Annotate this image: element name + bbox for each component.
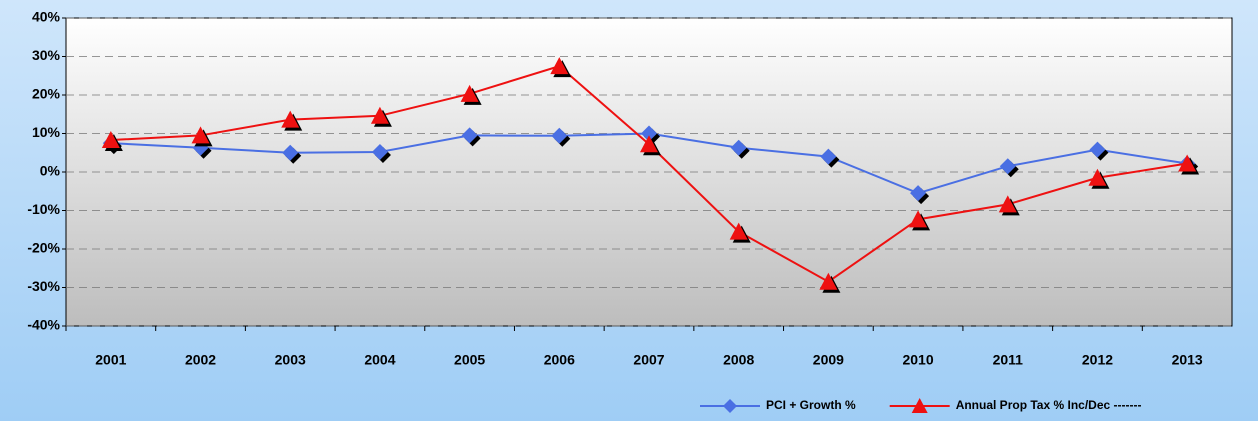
- marker: [191, 126, 210, 144]
- x-tick-label: 2009: [813, 352, 844, 368]
- marker: [460, 84, 479, 102]
- legend-label: PCI + Growth %: [766, 398, 856, 412]
- data-point: [461, 127, 481, 147]
- y-tick-label: 0%: [40, 163, 61, 179]
- data-point: [460, 84, 482, 105]
- marker: [551, 127, 568, 144]
- data-point: [101, 131, 123, 152]
- data-point: [1178, 154, 1200, 175]
- x-tick-label: 2007: [633, 352, 664, 368]
- data-point: [1089, 141, 1109, 161]
- data-point: [371, 143, 391, 163]
- data-point: [282, 144, 302, 164]
- data-point: [1088, 168, 1110, 189]
- x-tick-label: 2012: [1082, 352, 1113, 368]
- y-tick-label: 20%: [32, 86, 61, 102]
- data-point: [998, 195, 1020, 216]
- x-tick-label: 2006: [544, 352, 575, 368]
- x-tick-label: 2001: [95, 352, 126, 368]
- marker: [1088, 168, 1107, 186]
- marker: [729, 222, 748, 240]
- marker: [999, 158, 1016, 175]
- marker: [282, 144, 299, 161]
- y-tick-label: 10%: [32, 124, 61, 140]
- data-point: [730, 139, 750, 159]
- data-point: [191, 126, 213, 147]
- plot-area: [65, 17, 1233, 327]
- data-point: [909, 210, 931, 231]
- marker: [820, 148, 837, 165]
- y-tick-label: -10%: [27, 201, 60, 217]
- marker: [101, 131, 120, 149]
- marker: [909, 210, 928, 228]
- data-point: [550, 57, 572, 78]
- y-tick-label: -20%: [27, 240, 60, 256]
- x-tick-label: 2011: [993, 352, 1024, 368]
- x-tick-label: 2003: [275, 352, 306, 368]
- y-tick-label: 30%: [32, 47, 61, 63]
- data-point: [910, 185, 930, 205]
- marker: [281, 110, 300, 128]
- legend-label: Annual Prop Tax % Inc/Dec -------: [956, 398, 1142, 412]
- marker: [1089, 141, 1106, 158]
- marker: [819, 272, 838, 290]
- marker: [910, 185, 927, 202]
- data-point: [640, 135, 661, 156]
- x-tick-label: 2002: [185, 352, 216, 368]
- x-tick-label: 2008: [723, 352, 754, 368]
- marker: [641, 125, 657, 142]
- y-tick-label: 40%: [32, 9, 61, 25]
- data-point: [370, 106, 392, 127]
- data-point: [281, 110, 303, 131]
- legend-marker: [723, 399, 737, 413]
- data-point: [729, 222, 751, 243]
- x-tick-label: 2004: [364, 352, 395, 368]
- marker: [640, 135, 658, 153]
- marker: [998, 195, 1017, 213]
- marker: [1178, 154, 1197, 172]
- marker: [461, 127, 478, 144]
- marker: [370, 106, 389, 124]
- x-tick-label: 2010: [902, 352, 933, 368]
- data-point: [819, 272, 841, 293]
- y-tick-label: -30%: [27, 278, 60, 294]
- x-tick-label: 2013: [1172, 352, 1203, 368]
- y-tick-label: -40%: [27, 317, 60, 333]
- data-point: [551, 127, 571, 147]
- marker: [371, 143, 388, 160]
- marker: [730, 139, 747, 156]
- data-point: [999, 158, 1019, 178]
- marker: [550, 57, 569, 75]
- data-point: [820, 148, 840, 168]
- legend-marker: [911, 398, 928, 413]
- x-tick-label: 2005: [454, 352, 485, 368]
